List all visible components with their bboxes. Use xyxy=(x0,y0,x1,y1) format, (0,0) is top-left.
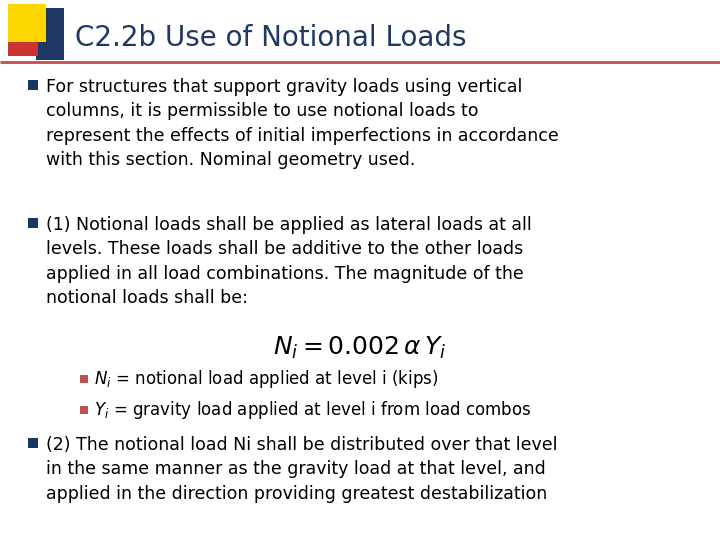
Bar xyxy=(8,28,38,56)
Text: $Y_i$ = gravity load applied at level i from load combos: $Y_i$ = gravity load applied at level i … xyxy=(94,399,531,421)
Bar xyxy=(28,218,38,228)
Bar xyxy=(28,80,38,90)
Text: $N_i$ = notional load applied at level i (kips): $N_i$ = notional load applied at level i… xyxy=(94,368,438,390)
Bar xyxy=(80,406,88,414)
Bar xyxy=(28,438,38,448)
Text: $N_i = 0.002\,\alpha\,Y_i$: $N_i = 0.002\,\alpha\,Y_i$ xyxy=(274,335,446,361)
Bar xyxy=(8,4,46,42)
Text: (1) Notional loads shall be applied as lateral loads at all
levels. These loads : (1) Notional loads shall be applied as l… xyxy=(46,216,532,307)
Bar xyxy=(36,8,64,60)
Bar xyxy=(80,375,88,383)
Text: (2) The notional load Ni shall be distributed over that level
in the same manner: (2) The notional load Ni shall be distri… xyxy=(46,436,557,503)
Text: C2.2b Use of Notional Loads: C2.2b Use of Notional Loads xyxy=(75,24,467,52)
Text: For structures that support gravity loads using vertical
columns, it is permissi: For structures that support gravity load… xyxy=(46,78,559,169)
